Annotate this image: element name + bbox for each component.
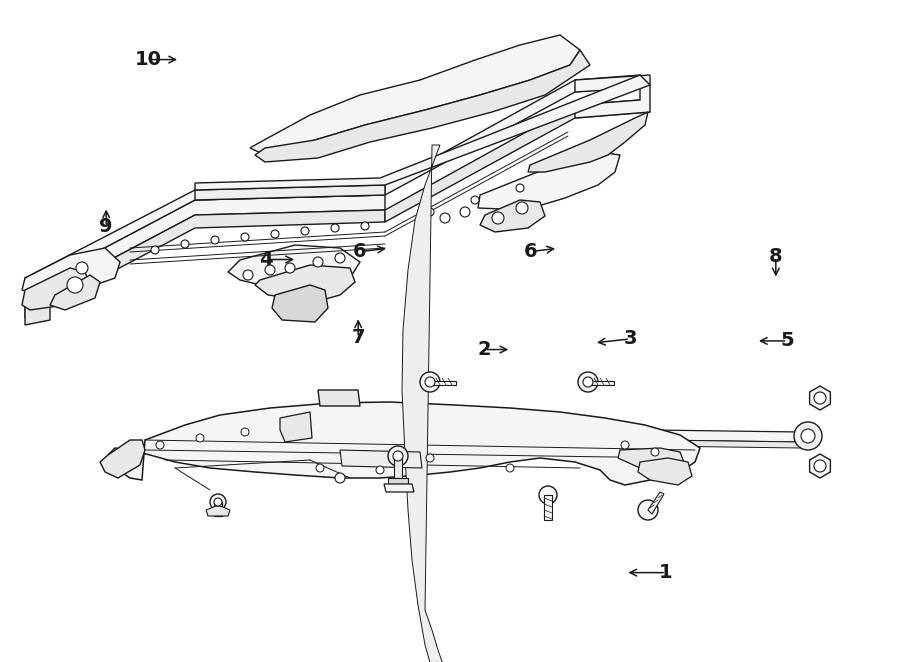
Circle shape (393, 451, 403, 461)
Circle shape (388, 446, 408, 466)
Circle shape (241, 233, 249, 241)
Polygon shape (285, 425, 800, 442)
Text: 3: 3 (623, 330, 637, 348)
Circle shape (151, 246, 159, 254)
Polygon shape (318, 390, 360, 406)
Polygon shape (618, 448, 685, 472)
Text: 10: 10 (135, 50, 162, 69)
Polygon shape (206, 506, 230, 516)
Polygon shape (586, 381, 614, 385)
Polygon shape (428, 381, 456, 385)
Polygon shape (384, 484, 414, 492)
Text: 5: 5 (780, 332, 795, 350)
Circle shape (460, 207, 470, 217)
Circle shape (331, 224, 339, 232)
Text: 8: 8 (769, 248, 783, 266)
Circle shape (316, 464, 324, 472)
Polygon shape (108, 402, 700, 485)
Polygon shape (638, 458, 692, 485)
Polygon shape (25, 278, 50, 325)
Circle shape (301, 227, 309, 235)
Polygon shape (22, 268, 90, 310)
Polygon shape (195, 75, 650, 190)
Polygon shape (810, 386, 831, 410)
Circle shape (196, 434, 204, 442)
Circle shape (801, 429, 815, 443)
Circle shape (361, 222, 369, 230)
Circle shape (425, 377, 435, 387)
Polygon shape (22, 248, 120, 295)
Circle shape (271, 230, 279, 238)
Polygon shape (100, 440, 145, 478)
Polygon shape (385, 100, 650, 222)
Circle shape (638, 500, 658, 520)
Circle shape (67, 277, 83, 293)
Circle shape (583, 377, 593, 387)
Circle shape (211, 236, 219, 244)
Circle shape (210, 494, 226, 510)
Text: 1: 1 (659, 563, 673, 582)
Polygon shape (25, 195, 385, 305)
Polygon shape (214, 502, 222, 516)
Text: 4: 4 (258, 250, 273, 269)
Text: 6: 6 (524, 242, 538, 261)
Circle shape (440, 213, 450, 223)
Circle shape (426, 454, 434, 462)
Polygon shape (575, 75, 650, 118)
Circle shape (516, 202, 528, 214)
Circle shape (471, 196, 479, 204)
Polygon shape (394, 456, 402, 478)
Circle shape (313, 257, 323, 267)
Polygon shape (25, 185, 385, 290)
Circle shape (814, 392, 826, 404)
Circle shape (376, 466, 384, 474)
Polygon shape (402, 145, 462, 662)
Circle shape (335, 253, 345, 263)
Polygon shape (195, 185, 385, 200)
Circle shape (285, 263, 295, 273)
Polygon shape (25, 210, 385, 318)
Circle shape (243, 270, 253, 280)
Polygon shape (480, 200, 545, 232)
Polygon shape (285, 435, 800, 448)
Polygon shape (280, 412, 312, 442)
Circle shape (335, 473, 345, 483)
Circle shape (265, 265, 275, 275)
Polygon shape (228, 245, 360, 292)
Circle shape (651, 448, 659, 456)
Circle shape (426, 208, 434, 216)
Circle shape (814, 460, 826, 472)
Polygon shape (255, 265, 355, 302)
Polygon shape (478, 152, 620, 210)
Text: 6: 6 (353, 242, 367, 261)
Polygon shape (810, 454, 831, 478)
Polygon shape (250, 35, 580, 155)
Polygon shape (544, 495, 552, 520)
Text: 9: 9 (99, 217, 113, 236)
Circle shape (794, 422, 822, 450)
Polygon shape (255, 50, 590, 162)
Polygon shape (385, 75, 650, 195)
Circle shape (621, 441, 629, 449)
Circle shape (539, 486, 557, 504)
Polygon shape (648, 492, 664, 514)
Text: 2: 2 (477, 340, 491, 359)
Polygon shape (50, 275, 100, 310)
Polygon shape (340, 450, 422, 468)
Circle shape (181, 240, 189, 248)
Circle shape (420, 372, 440, 392)
Circle shape (492, 212, 504, 224)
Polygon shape (272, 285, 328, 322)
Circle shape (241, 428, 249, 436)
Text: 7: 7 (352, 328, 365, 347)
Polygon shape (388, 478, 408, 484)
Circle shape (156, 441, 164, 449)
Circle shape (506, 464, 514, 472)
Circle shape (516, 184, 524, 192)
Circle shape (214, 498, 222, 506)
Circle shape (76, 262, 88, 274)
Polygon shape (528, 112, 648, 172)
Circle shape (578, 372, 598, 392)
